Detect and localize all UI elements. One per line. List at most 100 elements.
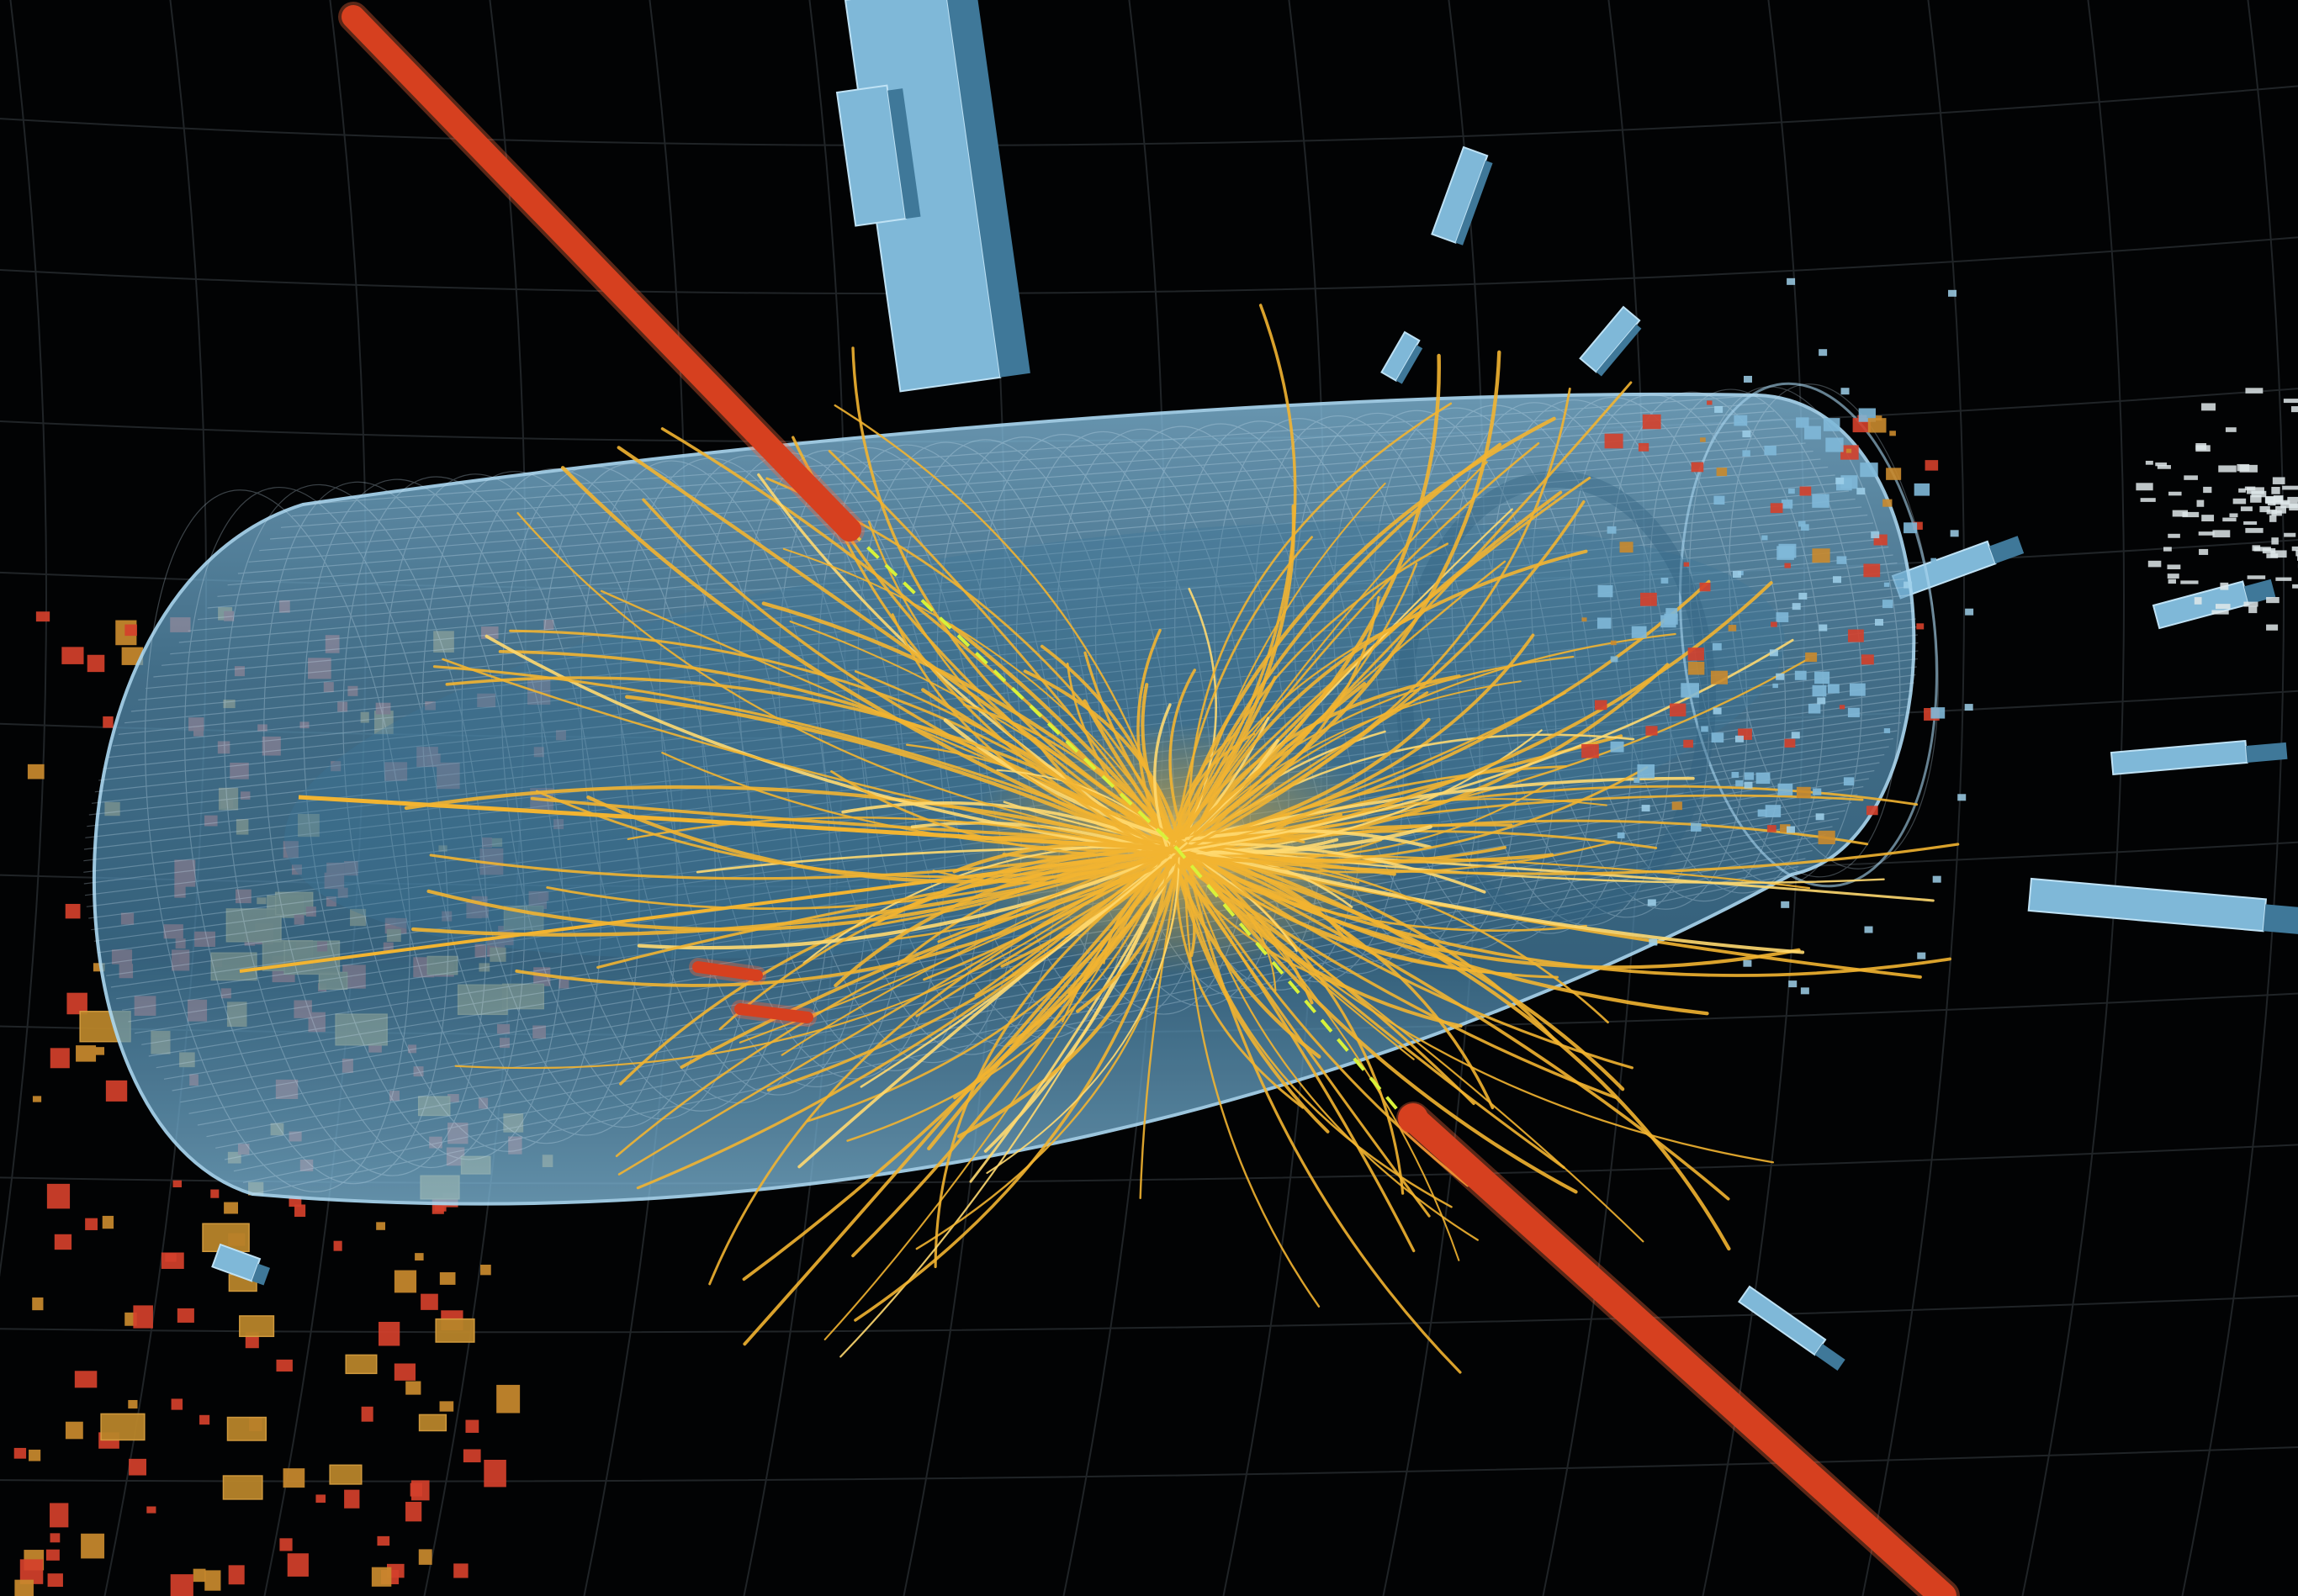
track: [680, 855, 1191, 1069]
track: [1171, 848, 1625, 1091]
hit-cell: [128, 1399, 138, 1409]
hit-cell: [1917, 952, 1926, 959]
hit-cell: [1800, 987, 1809, 995]
hit-cell: [1784, 738, 1796, 748]
hit-cell: [1784, 563, 1791, 568]
hit-cell: [315, 1494, 326, 1504]
hit-cell: [1660, 577, 1669, 584]
endcap-hit: [2247, 575, 2266, 579]
mesh-ring: [382, 473, 640, 1144]
hit-cell: [1889, 431, 1896, 436]
endcap-hit: [2211, 610, 2229, 615]
endcap-hit: [2250, 494, 2262, 503]
mesh-line: [153, 514, 1868, 678]
track: [535, 790, 1189, 879]
endcap-hit: [2275, 577, 2292, 581]
endcap-hit: [2266, 509, 2278, 515]
track: [708, 855, 1185, 1286]
hit-cell: [1812, 548, 1830, 563]
hit-cell: [1714, 405, 1724, 413]
hit-cell: [294, 1204, 306, 1218]
track: [1183, 842, 1321, 1308]
mesh-line: [83, 634, 1919, 850]
hit-cell: [361, 1406, 373, 1422]
endcap-hit: [2271, 537, 2279, 545]
endcap-hit: [2266, 596, 2279, 604]
hit-cell: [228, 1565, 245, 1585]
hit-cell: [439, 1401, 454, 1412]
track: [1185, 848, 1578, 1194]
mesh-ring: [540, 462, 793, 1112]
hit-cell: [1683, 562, 1690, 567]
hit-cell: [66, 992, 87, 1015]
hit-cell: [1645, 726, 1658, 736]
endcap-hit: [2168, 579, 2177, 584]
tower-side: [2263, 904, 2298, 938]
track: [1174, 766, 1649, 864]
hit-cell: [1916, 623, 1925, 630]
endcap-hit: [2266, 624, 2279, 631]
endcap-hit: [2272, 477, 2285, 484]
hit-cell: [1813, 788, 1822, 795]
hit-cell: [171, 1398, 183, 1410]
track: [1164, 849, 1618, 1099]
endcap-hit: [2229, 513, 2238, 518]
mesh-line: [207, 466, 1829, 609]
track: [1181, 842, 1460, 1261]
calorimeter-hits-right: [1581, 277, 2298, 995]
hit-cell: [1742, 431, 1751, 438]
endcap-hit: [2136, 483, 2153, 491]
muon-tracks: [338, 2, 1960, 1596]
hit-cell: [1882, 600, 1893, 609]
endcap-hit: [2232, 498, 2247, 505]
hit-cell: [1860, 462, 1878, 478]
hit-cell: [1681, 683, 1699, 698]
track: [781, 846, 1188, 1056]
hit-cell: [1631, 626, 1647, 638]
track: [1178, 845, 1512, 975]
hit-cell: [124, 624, 137, 637]
tower-side: [1814, 1344, 1845, 1371]
hit-cell: [27, 764, 45, 780]
calo-tower-right: [2110, 739, 2288, 775]
hit-cell: [47, 1573, 63, 1588]
hit-cell: [1755, 772, 1771, 785]
hit-cell: [1791, 732, 1800, 739]
track: [1168, 843, 1805, 954]
hit-cell: [61, 647, 84, 664]
hit-cell: [1827, 684, 1840, 694]
hit-cell: [1700, 437, 1706, 442]
hit-cell: [74, 1371, 98, 1388]
hit-cell: [76, 1045, 97, 1062]
track: [927, 842, 1192, 1151]
track: [1076, 854, 1181, 1013]
mesh-line: [83, 642, 1919, 862]
endcap-hit: [2283, 399, 2298, 404]
hit-cell: [1847, 707, 1860, 717]
mesh-ring: [1570, 394, 1787, 902]
hit-cell: [1856, 488, 1866, 495]
endcap-hit: [2290, 406, 2298, 413]
hit-cell: [1604, 433, 1623, 449]
hit-cluster: [239, 1315, 275, 1338]
hit-cell: [1788, 488, 1795, 494]
hit-cell: [1815, 813, 1824, 821]
endcap-hit: [2239, 464, 2258, 473]
endcap-hit: [2218, 465, 2237, 473]
hit-cell: [377, 1535, 390, 1546]
mesh-line: [259, 426, 1791, 552]
hit-cell: [1843, 777, 1855, 786]
mesh-ring: [1530, 396, 1748, 910]
hit-cell: [1649, 938, 1658, 946]
endcap-hit: [2147, 560, 2162, 568]
endcap-hit: [2172, 510, 2189, 517]
track: [943, 718, 1184, 843]
hit-cell: [1817, 697, 1826, 705]
hit-cell: [1734, 415, 1748, 426]
hit-cell: [1948, 289, 1957, 297]
hit-cell: [371, 1567, 392, 1587]
mesh-line: [248, 434, 1798, 563]
endcap-hit: [2291, 546, 2298, 552]
endcap-hit: [2267, 501, 2276, 506]
hit-cell: [1780, 824, 1791, 833]
